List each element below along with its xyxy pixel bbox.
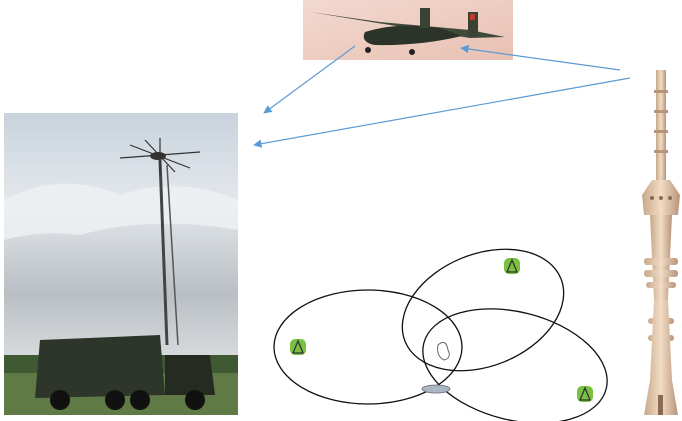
antenna-truck-photo (4, 113, 238, 415)
coverage-ellipse (384, 227, 582, 394)
vehicle-icon (422, 385, 450, 393)
station-icon (290, 339, 306, 355)
arrow (254, 78, 630, 145)
base-station-icons (290, 258, 593, 402)
user-icon (438, 342, 450, 360)
tower (642, 70, 680, 415)
arrows (254, 46, 630, 145)
diagram (0, 0, 682, 421)
station-icon (577, 386, 593, 402)
station-icon (504, 258, 520, 274)
page (0, 0, 682, 421)
